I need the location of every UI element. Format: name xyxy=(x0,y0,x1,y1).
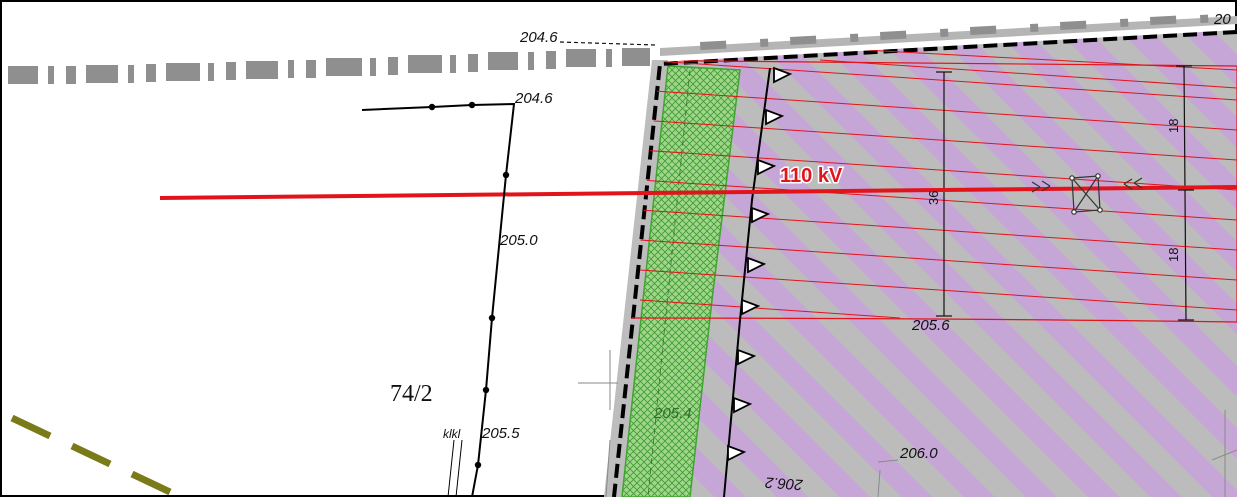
power-line-label: 110 kV xyxy=(780,165,843,187)
elevation-path-corner: 204.6 xyxy=(514,90,553,107)
elevation-top-road: 204.6 xyxy=(519,29,558,46)
road-boundary-band xyxy=(8,14,1237,84)
pylon-symbol[interactable] xyxy=(1031,173,1143,215)
reference-ticks xyxy=(578,350,1237,497)
elevation-path-low: 205.5 xyxy=(481,425,520,442)
parcel-number: 74/2 xyxy=(390,381,433,407)
olive-dashed-line xyxy=(10,414,172,496)
corner-fragment-label: 20 xyxy=(1213,11,1231,28)
green-strip-inner-line xyxy=(647,69,691,497)
dimension-18-upper: 18 xyxy=(1166,119,1181,133)
elevation-bottom-right: 206.0 xyxy=(899,445,938,462)
power-line-110kv[interactable] xyxy=(159,185,1237,200)
green-strip[interactable] xyxy=(621,65,741,497)
building-line xyxy=(723,66,793,497)
top-dashed-reference xyxy=(559,41,656,46)
dimension-18-lower: 18 xyxy=(1166,248,1181,262)
protection-zone-hatching xyxy=(612,37,1237,323)
field-path xyxy=(361,101,516,497)
zone-boundary-dashed xyxy=(612,30,1237,497)
width-dimension xyxy=(936,65,1194,321)
elevation-green-strip: 205.4 xyxy=(653,405,692,422)
dimension-36: 36 xyxy=(926,191,941,205)
elevation-path-mid: 205.0 xyxy=(499,232,538,249)
elevation-upside-down: 206.2 xyxy=(764,473,804,493)
small-label-klkl: klkl xyxy=(443,427,461,441)
elevation-zone-bottom: 205.6 xyxy=(911,317,950,334)
planning-zone[interactable] xyxy=(612,30,1237,497)
